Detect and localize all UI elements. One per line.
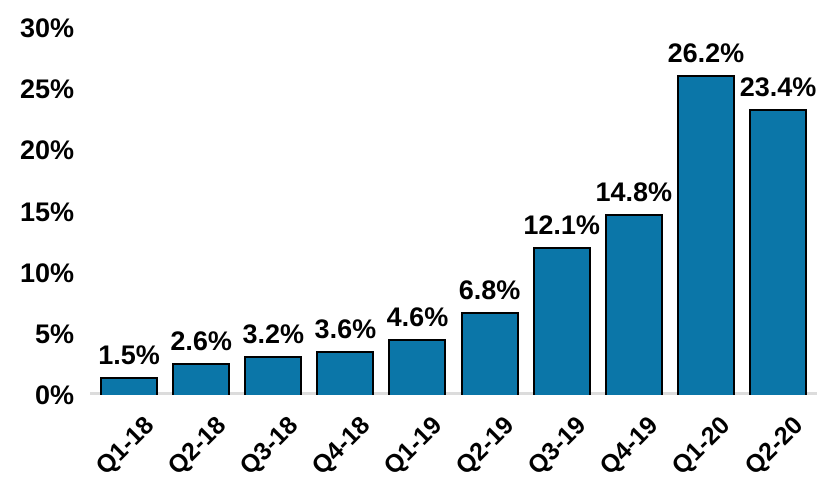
y-tick-label: 5% [34, 318, 74, 349]
x-tick-label: Q2-19 [450, 411, 520, 480]
bar-value-label: 14.8% [595, 176, 673, 207]
y-tick-label: 20% [19, 135, 74, 166]
bar-q1-20: 26.2% [668, 38, 744, 395]
bar-value-label: 12.1% [523, 209, 600, 240]
y-tick-label: 15% [19, 196, 74, 227]
x-tick-label: Q4-19 [594, 411, 664, 480]
y-tick-label: 10% [19, 257, 74, 288]
x-tick-label: Q4-18 [306, 411, 376, 480]
bar-q4-19: 14.8% [595, 177, 672, 395]
y-tick-label: 25% [19, 74, 74, 105]
x-tick-label: Q1-19 [378, 411, 448, 480]
bar-value-label: 26.2% [667, 37, 745, 68]
y-tick-label: 0% [34, 380, 74, 410]
bar-q2-19: 6.8% [459, 275, 520, 395]
bar-q1-18: 1.5% [98, 340, 160, 395]
x-tick-label: Q1-20 [666, 411, 736, 480]
x-tick-label: Q3-18 [234, 411, 304, 480]
x-tick-label: Q2-18 [161, 411, 231, 480]
x-axis-tick-labels: Q1-18 Q2-18 Q3-18 Q4-18 Q1-19 Q2-19 Q3-19 Q4-19… [90, 395, 817, 504]
x-tick-label: Q1-18 [89, 411, 159, 480]
bar-value-label: 6.8% [458, 274, 521, 305]
bars-container: 1.5% 2.6% 3.2% 3.6% 4.6% 6.8% 12.1% 14.8% 26.2% 2… [90, 28, 817, 395]
bar-value-label: 23.4% [739, 71, 817, 102]
bar-value-label: 1.5% [98, 339, 160, 370]
x-tick-label: Q2-20 [738, 411, 808, 480]
bar-q3-19: 12.1% [523, 210, 600, 395]
x-axis-line [90, 392, 817, 395]
bar-value-label: 2.6% [170, 326, 232, 357]
y-axis-tick-labels: 0% 5% 10% 15% 20% 25% 30% [0, 0, 74, 504]
bar-q2-18: 2.6% [170, 326, 232, 395]
x-tick-label: Q3-19 [522, 411, 592, 480]
bar-value-label: 3.6% [314, 313, 377, 344]
bar-value-label: 4.6% [386, 301, 449, 332]
bar-q2-20: 23.4% [740, 72, 816, 395]
y-tick-label: 30% [19, 13, 74, 43]
bar-q1-19: 4.6% [387, 302, 448, 395]
bar-q3-18: 3.2% [242, 319, 304, 395]
bar-q4-18: 3.6% [315, 314, 376, 395]
bar-value-label: 3.2% [242, 318, 304, 349]
